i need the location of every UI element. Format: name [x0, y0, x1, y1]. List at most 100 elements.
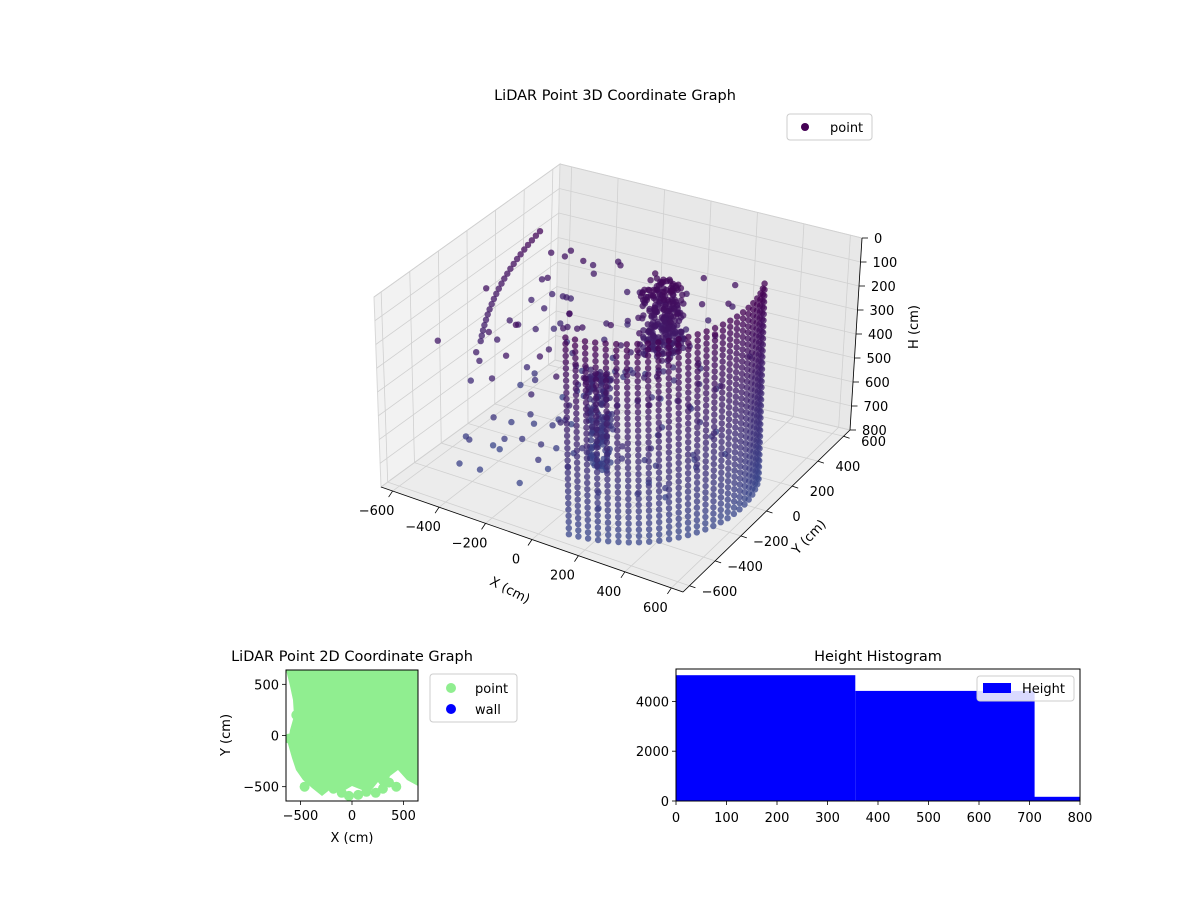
scatter-point-3d — [607, 321, 614, 329]
scatter-point-3d — [604, 463, 611, 471]
scatter-point-3d — [655, 407, 662, 414]
scatter-point-3d — [737, 444, 744, 451]
scatter-point-3d — [574, 325, 581, 332]
scatter-point-3d — [603, 439, 611, 446]
scatter-point-3d — [582, 399, 590, 407]
scatter-point-3d — [603, 402, 610, 409]
scatter-point-3d — [477, 337, 484, 345]
scatter-point-3d — [703, 383, 710, 391]
scatter-point-3d — [724, 478, 732, 485]
scatter-point-3d — [481, 321, 488, 329]
scatter-point-3d — [685, 432, 692, 440]
scatter-point-3d — [719, 364, 726, 371]
scatter-point-3d — [583, 455, 591, 462]
scatter-point-3d — [730, 498, 738, 505]
x-tick-3d — [620, 571, 626, 579]
scatter-point-3d — [732, 430, 739, 437]
scatter-point-3d — [660, 278, 667, 286]
scatter-point-3d — [484, 311, 491, 318]
scatter-point-3d — [645, 445, 652, 452]
scatter-point-3d — [635, 433, 642, 441]
y-tick-3d — [766, 510, 773, 514]
z-tick-label-3d: 400 — [868, 328, 893, 343]
scatter-point-3d — [624, 396, 631, 404]
scatter-point-3d — [694, 362, 701, 369]
scatter-point-3d — [575, 533, 582, 540]
scatter-point-3d — [535, 456, 542, 463]
scatter-point-3d — [731, 473, 738, 481]
scatter-point-3d — [702, 489, 709, 496]
scatter-point-3d — [553, 373, 560, 380]
scatter-point-3d — [625, 520, 632, 527]
scatter-point-3d — [739, 352, 746, 359]
y-tick-3d — [689, 585, 696, 589]
scatter-point-3d — [602, 377, 610, 384]
y-tick-label-3d: −200 — [753, 535, 789, 550]
scatter-point-3d — [675, 521, 682, 529]
scatter-point-3d — [674, 322, 681, 329]
scatter-point-3d — [624, 440, 631, 447]
scatter-point-3d — [725, 428, 732, 435]
grid-line-z — [373, 163, 863, 298]
scatter-point-3d — [665, 356, 672, 363]
scatter-point-3d — [726, 348, 734, 355]
scatter-point-3d — [655, 444, 663, 451]
scatter-point-3d — [634, 371, 641, 379]
scatter-point-3d — [589, 261, 597, 269]
scatter-point-3d — [744, 366, 751, 373]
scatter-point-3d — [645, 420, 652, 428]
scatter-point-3d — [702, 445, 709, 453]
scatter-point-3d — [544, 274, 551, 281]
scatter-point-3d — [655, 376, 662, 383]
scatter-point-3d — [702, 464, 709, 471]
scatter-point-3d — [702, 402, 710, 409]
scatter-point-3d — [644, 358, 652, 366]
scatter-point-3d — [731, 455, 738, 462]
legend-histogram-label: Height — [1022, 682, 1065, 697]
scatter-point-2d — [316, 742, 327, 753]
scatter-point-3d — [710, 430, 718, 437]
scatter-point-3d — [582, 405, 590, 413]
scatter-point-3d — [711, 349, 718, 356]
scatter-point-3d — [731, 492, 738, 499]
x-tick-label-3d: −400 — [405, 520, 441, 535]
scatter-point-3d — [732, 405, 739, 413]
scatter-point-3d — [498, 280, 505, 287]
scatter-point-3d — [575, 521, 582, 528]
scatter-point-3d — [624, 415, 631, 422]
scatter-point-3d — [592, 382, 600, 389]
scatter-point-3d — [694, 424, 701, 431]
scatter-point-3d — [745, 323, 752, 330]
scatter-point-3d — [660, 306, 667, 313]
scatter-point-3d — [665, 486, 673, 493]
scatter-point-3d — [759, 285, 767, 292]
scatter-point-3d — [711, 368, 718, 375]
scatter-point-3d — [710, 504, 717, 511]
scatter-point-3d — [726, 391, 733, 398]
scatter-point-3d — [655, 401, 662, 408]
scatter-point-3d — [665, 430, 673, 438]
scatter-point-3d — [614, 439, 621, 447]
scatter-point-3d — [645, 389, 652, 397]
scatter-point-3d — [677, 328, 684, 335]
scatter-point-3d — [731, 486, 738, 493]
scatter-point-3d — [724, 508, 731, 516]
scatter-point-3d — [613, 396, 620, 403]
scatter-point-3d — [593, 462, 601, 470]
scatter-point-3d — [624, 403, 631, 410]
scatter-point-3d — [584, 522, 592, 530]
scatter-point-3d — [739, 327, 746, 334]
scatter-point-3d — [635, 483, 642, 490]
scatter-point-3d — [573, 416, 580, 423]
scatter-point-3d — [694, 436, 701, 443]
scatter-point-3d — [592, 370, 599, 377]
scatter-point-3d — [561, 253, 569, 260]
scatter-point-3d — [532, 232, 540, 239]
scatter-point-3d — [582, 381, 589, 388]
y-tick-label-2d: 0 — [271, 730, 279, 745]
scatter-point-3d — [553, 445, 560, 452]
scatter-point-2d — [391, 781, 402, 792]
scatter-point-3d — [613, 384, 620, 391]
scatter-point-3d — [665, 498, 673, 506]
scatter-point-3d — [675, 472, 682, 479]
